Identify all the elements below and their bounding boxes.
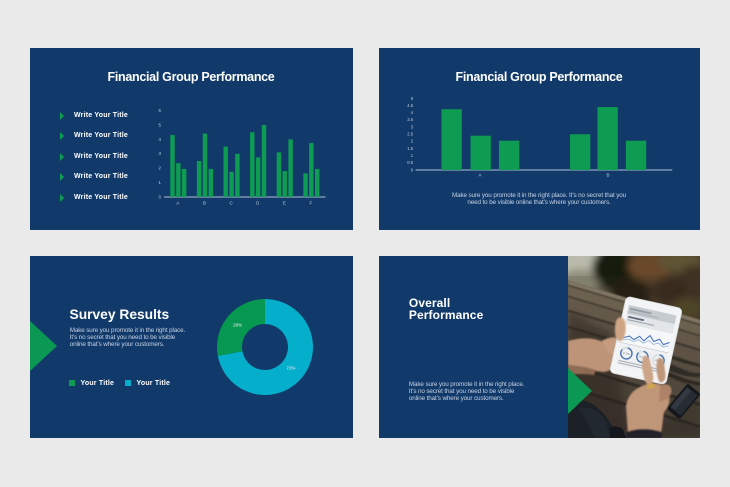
svg-text:5: 5 — [158, 122, 161, 127]
svg-text:1: 1 — [158, 180, 161, 185]
svg-text:31,856: 31,856 — [639, 356, 647, 360]
svg-text:4: 4 — [158, 136, 161, 141]
svg-text:0.5: 0.5 — [407, 160, 413, 165]
svg-text:B: B — [606, 172, 609, 177]
svg-text:1.5: 1.5 — [407, 145, 413, 150]
svg-text:0: 0 — [410, 167, 413, 172]
svg-text:4.5: 4.5 — [407, 102, 413, 107]
svg-text:4: 4 — [410, 110, 413, 115]
svg-text:E: E — [282, 200, 285, 205]
svg-text:A: A — [478, 172, 481, 177]
svg-text:72%: 72% — [286, 365, 295, 370]
svg-text:2.5: 2.5 — [407, 131, 413, 136]
svg-text:28%: 28% — [233, 322, 242, 327]
svg-text:0: 0 — [158, 194, 161, 199]
svg-text:C: C — [229, 200, 232, 205]
svg-text:6: 6 — [158, 108, 161, 113]
svg-text:2: 2 — [158, 165, 161, 170]
svg-text:1: 1 — [410, 153, 413, 158]
svg-text:D: D — [256, 200, 259, 205]
svg-text:3.5: 3.5 — [407, 117, 413, 122]
svg-text:F: F — [309, 200, 312, 205]
svg-text:A: A — [176, 200, 179, 205]
svg-text:3: 3 — [410, 124, 413, 129]
svg-text:2: 2 — [410, 138, 413, 143]
svg-text:5: 5 — [410, 95, 413, 100]
svg-text:47,352: 47,352 — [623, 352, 631, 356]
svg-text:B: B — [203, 200, 206, 205]
svg-text:3: 3 — [158, 151, 161, 156]
